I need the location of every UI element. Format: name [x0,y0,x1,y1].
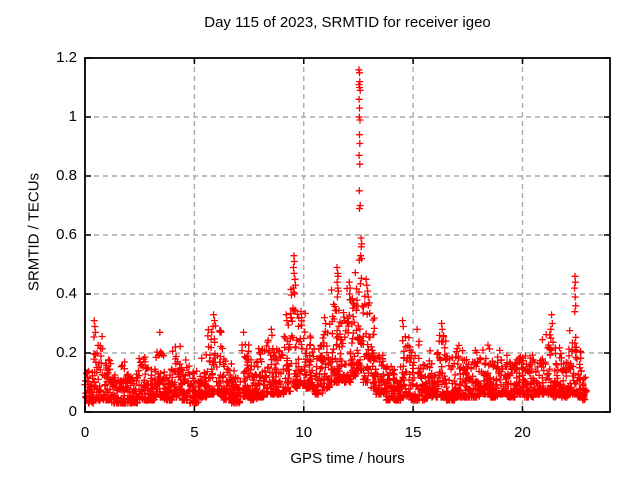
chart-title: Day 115 of 2023, SRMTID for receiver ige… [204,14,491,31]
x-tick-label: 15 [404,424,422,441]
y-tick-label: 1.2 [56,49,77,66]
y-tick-label: 0.4 [56,285,77,302]
y-tick-label: 0.8 [56,167,77,184]
x-tick-label: 20 [514,424,531,441]
scatter-points [81,66,591,407]
x-tick-label: 5 [190,424,199,441]
y-tick-label: 0 [68,403,77,420]
y-tick-label: 0.6 [56,226,77,243]
x-axis-label: GPS time / hours [290,450,405,467]
y-tick-label: 1 [68,108,77,125]
y-tick-label: 0.2 [56,344,77,361]
x-tick-label: 10 [295,424,313,441]
x-tick-label: 0 [80,424,90,441]
